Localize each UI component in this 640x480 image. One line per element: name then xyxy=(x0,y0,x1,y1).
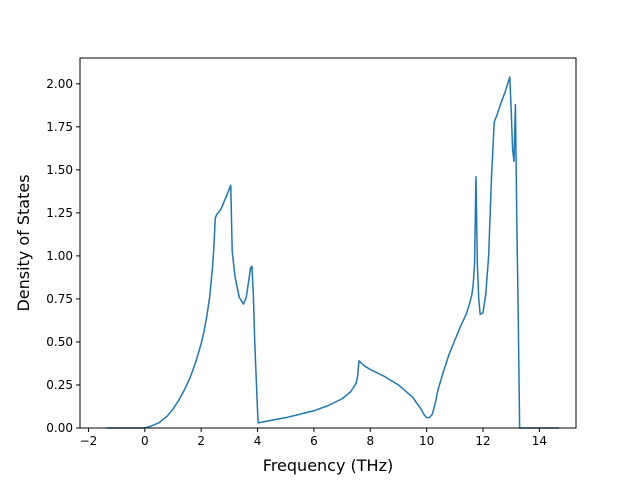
x-axis: −2 0 2 4 6 8 10 12 14 xyxy=(80,428,547,448)
x-tick-label: 10 xyxy=(419,434,434,448)
y-tick-label: 1.25 xyxy=(46,206,73,220)
x-tick-label: 12 xyxy=(475,434,490,448)
y-tick-label: 0.00 xyxy=(46,421,73,435)
x-tick-label: 0 xyxy=(141,434,149,448)
x-tick-label: 8 xyxy=(366,434,374,448)
plot-area: −2 0 2 4 6 8 10 12 14 0.00 0.25 0.50 0.75 1.00 1.25 1.… xyxy=(46,57,577,448)
y-tick-label: 1.75 xyxy=(46,120,73,134)
x-tick-label: 6 xyxy=(310,434,318,448)
y-tick-label: 1.50 xyxy=(46,163,73,177)
x-tick-label: 2 xyxy=(197,434,205,448)
axes-frame xyxy=(79,57,577,429)
series-line xyxy=(106,76,560,429)
y-axis-title: Density of States xyxy=(14,174,33,311)
x-axis-title: Frequency (THz) xyxy=(263,456,393,475)
y-tick-label: 1.00 xyxy=(46,249,73,263)
x-tick-label: 4 xyxy=(254,434,262,448)
y-tick-label: 0.25 xyxy=(46,378,73,392)
y-tick-label: 0.75 xyxy=(46,292,73,306)
x-tick-label: 14 xyxy=(532,434,547,448)
y-tick-label: 0.50 xyxy=(46,335,73,349)
y-tick-label: 2.00 xyxy=(46,77,73,91)
y-axis: 0.00 0.25 0.50 0.75 1.00 1.25 1.50 1.75 2.00 xyxy=(46,77,80,435)
x-tick-label: −2 xyxy=(80,434,98,448)
